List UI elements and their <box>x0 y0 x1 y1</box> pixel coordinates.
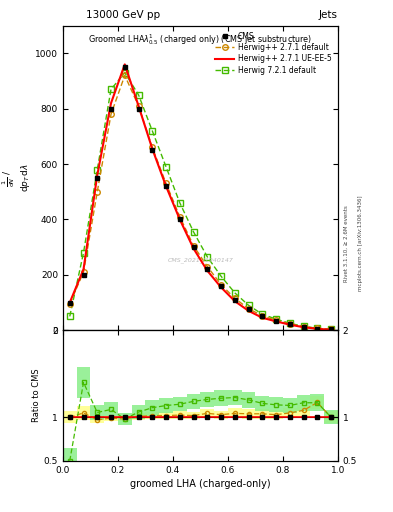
Bar <box>118 413 132 425</box>
Text: 13000 GeV pp: 13000 GeV pp <box>86 10 160 20</box>
Bar <box>242 392 255 408</box>
Bar <box>63 411 77 423</box>
Legend: CMS, Herwig++ 2.7.1 default, Herwig++ 2.7.1 UE-EE-5, Herwig 7.2.1 default: CMS, Herwig++ 2.7.1 default, Herwig++ 2.… <box>213 29 334 77</box>
Bar <box>187 394 200 409</box>
Bar <box>255 409 269 419</box>
Bar <box>173 411 187 419</box>
Y-axis label: Ratio to CMS: Ratio to CMS <box>32 369 41 422</box>
Bar <box>90 405 104 420</box>
X-axis label: groomed LHA (charged-only): groomed LHA (charged-only) <box>130 479 271 489</box>
Bar <box>104 416 118 421</box>
Bar <box>145 400 159 416</box>
Bar <box>132 405 145 419</box>
Text: Rivet 3.1.10, ≥ 2.6M events: Rivet 3.1.10, ≥ 2.6M events <box>344 205 349 282</box>
Bar <box>228 390 242 405</box>
Bar <box>159 398 173 413</box>
Bar <box>145 412 159 419</box>
Text: Jets: Jets <box>319 10 338 20</box>
Bar <box>214 411 228 419</box>
Bar <box>200 409 214 418</box>
Bar <box>132 413 145 420</box>
Bar <box>77 406 90 420</box>
Bar <box>242 409 255 419</box>
Bar <box>269 410 283 419</box>
Y-axis label: $\frac{1}{\mathrm{d}N}$ /
$\mathrm{d}p_T\,\mathrm{d}\lambda$: $\frac{1}{\mathrm{d}N}$ / $\mathrm{d}p_T… <box>1 163 32 193</box>
Bar <box>255 395 269 411</box>
Bar <box>283 397 297 413</box>
Bar <box>77 367 90 398</box>
Bar <box>324 411 338 423</box>
Bar <box>63 447 77 474</box>
Bar <box>324 410 338 424</box>
Bar <box>297 405 310 416</box>
Bar <box>283 408 297 418</box>
Bar <box>90 416 104 423</box>
Bar <box>214 391 228 406</box>
Bar <box>187 412 200 419</box>
Bar <box>200 392 214 407</box>
Bar <box>310 394 324 411</box>
Text: Groomed LHA$\lambda^1_{0.5}$ (charged only) (CMS jet substructure): Groomed LHA$\lambda^1_{0.5}$ (charged on… <box>88 32 312 47</box>
Bar <box>269 397 283 413</box>
Text: CMS_2021_I1940147: CMS_2021_I1940147 <box>167 258 233 263</box>
Bar <box>159 412 173 419</box>
Bar <box>297 395 310 411</box>
Bar <box>173 397 187 411</box>
Bar <box>228 409 242 418</box>
Bar <box>310 396 324 409</box>
Text: mcplots.cern.ch [arXiv:1306.3436]: mcplots.cern.ch [arXiv:1306.3436] <box>358 196 363 291</box>
Bar <box>118 417 132 421</box>
Bar <box>104 402 118 416</box>
